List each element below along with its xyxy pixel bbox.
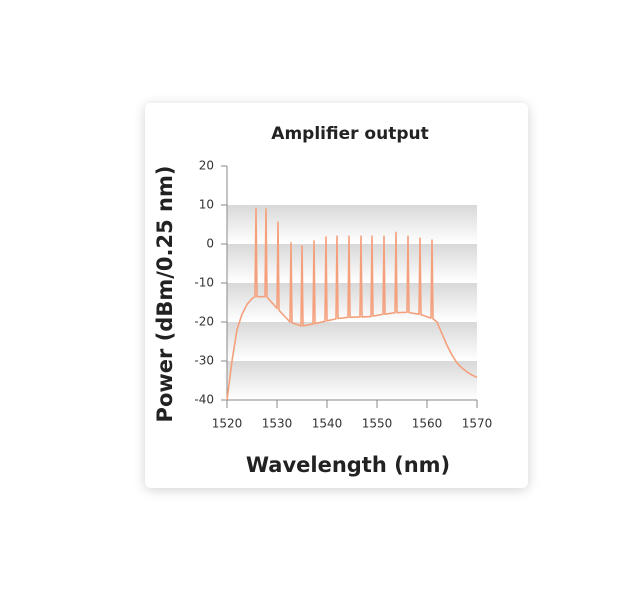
x-tick-label: 1550 (362, 417, 393, 431)
y-axis-label: Power (dBm/0.25 nm) (153, 166, 177, 423)
y-tick-label: -10 (194, 276, 214, 290)
data-line (226, 207, 478, 401)
x-tick-label: 1560 (412, 417, 443, 431)
x-axis-label: Wavelength (nm) (246, 453, 450, 477)
x-tick-label: 1530 (262, 417, 293, 431)
grid-band (227, 244, 477, 283)
y-tick-label: -20 (194, 315, 214, 329)
grid-band (227, 205, 477, 244)
x-tick-label: 1540 (312, 417, 343, 431)
grid-band (227, 283, 477, 322)
chart-title: Amplifier output (271, 124, 428, 144)
grid-band (227, 322, 477, 361)
y-tick-label: 20 (199, 159, 214, 173)
x-tick-label: 1570 (462, 417, 493, 431)
y-tick-label: -30 (194, 354, 214, 368)
y-tick-label: -40 (194, 393, 214, 407)
grid-band (227, 361, 477, 400)
x-tick-label: 1520 (212, 417, 243, 431)
y-tick-label: 0 (206, 237, 214, 251)
y-tick-label: 10 (199, 198, 214, 212)
